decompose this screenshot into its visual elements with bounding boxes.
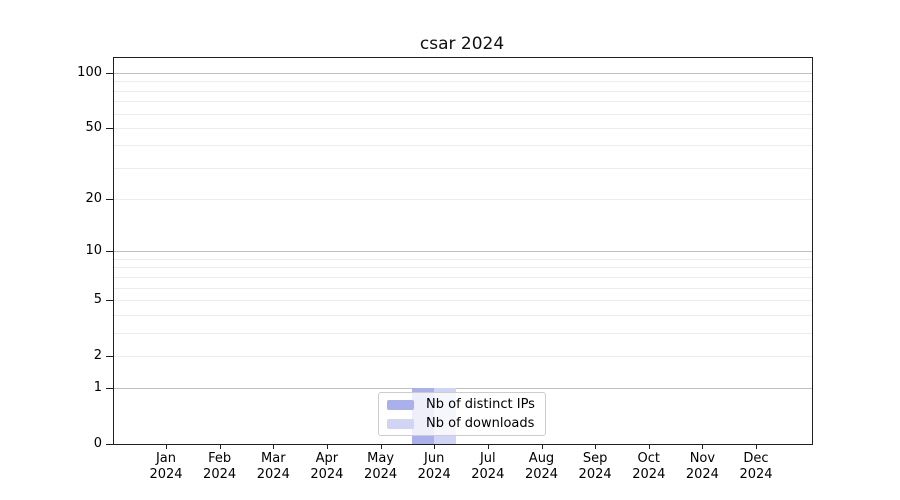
x-tick-label: Jan 2024	[149, 451, 183, 482]
gridline-minor	[114, 127, 812, 129]
y-tick-label: 10	[85, 243, 102, 259]
y-tick	[106, 127, 113, 129]
gridline-minor	[114, 145, 812, 147]
x-tick	[648, 444, 650, 449]
gridline-minor	[114, 90, 812, 92]
y-tick	[106, 199, 113, 201]
x-tick-label: Aug 2024	[524, 451, 559, 482]
x-tick	[326, 444, 328, 449]
y-tick	[106, 444, 113, 445]
legend: Nb of distinct IPs Nb of downloads	[378, 392, 546, 436]
gridline-minor	[114, 81, 812, 83]
x-tick	[487, 444, 489, 449]
legend-label-distinct-ips: Nb of distinct IPs	[426, 397, 535, 412]
y-tick	[106, 251, 113, 253]
gridline-minor	[114, 276, 812, 278]
y-tick-label: 20	[85, 191, 102, 207]
chart-title: csar 2024	[419, 34, 505, 54]
x-tick-label: Jul 2024	[471, 451, 505, 482]
gridline-major	[114, 251, 812, 253]
x-tick	[595, 444, 597, 449]
x-tick-label: Jun 2024	[417, 451, 451, 482]
gridline-minor	[114, 355, 812, 357]
x-tick	[219, 444, 221, 449]
y-tick	[106, 299, 113, 301]
y-tick-label: 0	[93, 436, 102, 451]
x-tick-label: Apr 2024	[310, 451, 344, 482]
x-tick-label: Dec 2024	[739, 451, 773, 482]
y-tick	[106, 72, 113, 74]
y-tick-label: 5	[93, 291, 102, 307]
x-tick-label: Mar 2024	[256, 451, 290, 482]
x-tick	[166, 444, 167, 449]
legend-entry-distinct-ips: Nb of distinct IPs	[387, 397, 537, 412]
legend-entry-downloads: Nb of downloads	[387, 416, 537, 431]
gridline-minor	[114, 113, 812, 115]
legend-label-downloads: Nb of downloads	[426, 416, 535, 431]
x-tick-label: Oct 2024	[632, 451, 666, 482]
x-tick	[434, 444, 436, 449]
plot-area: Nb of distinct IPs Nb of downloads 0 1 2 5 1…	[77, 57, 813, 482]
legend-swatch-downloads	[387, 418, 414, 429]
y-tick	[106, 388, 113, 390]
x-tick	[541, 444, 543, 449]
x-tick-label: May 2024	[364, 451, 398, 482]
legend-swatch-distinct-ips	[387, 399, 414, 410]
x-tick	[702, 444, 704, 449]
gridline-minor	[114, 199, 812, 201]
x-tick-label: Nov 2024	[685, 451, 719, 482]
gridline-minor	[114, 101, 812, 103]
gridline-major	[114, 388, 812, 390]
gridline-minor	[114, 332, 812, 334]
gridline-minor	[114, 299, 812, 301]
gridline-major	[114, 72, 812, 74]
y-tick-label: 100	[77, 64, 102, 80]
x-tick	[380, 444, 382, 449]
x-tick	[756, 444, 757, 449]
gridline-minor	[114, 314, 812, 316]
gridline-minor	[114, 267, 812, 269]
y-tick-label: 1	[93, 380, 102, 396]
x-tick-label: Feb 2024	[203, 451, 237, 482]
y-tick-label: 50	[85, 119, 102, 135]
gridline-minor	[114, 167, 812, 169]
x-tick-label: Sep 2024	[578, 451, 612, 482]
gridline-minor	[114, 258, 812, 260]
y-tick-label: 2	[93, 347, 102, 363]
x-tick	[273, 444, 275, 449]
gridline-minor	[114, 287, 812, 289]
y-tick	[106, 355, 113, 357]
